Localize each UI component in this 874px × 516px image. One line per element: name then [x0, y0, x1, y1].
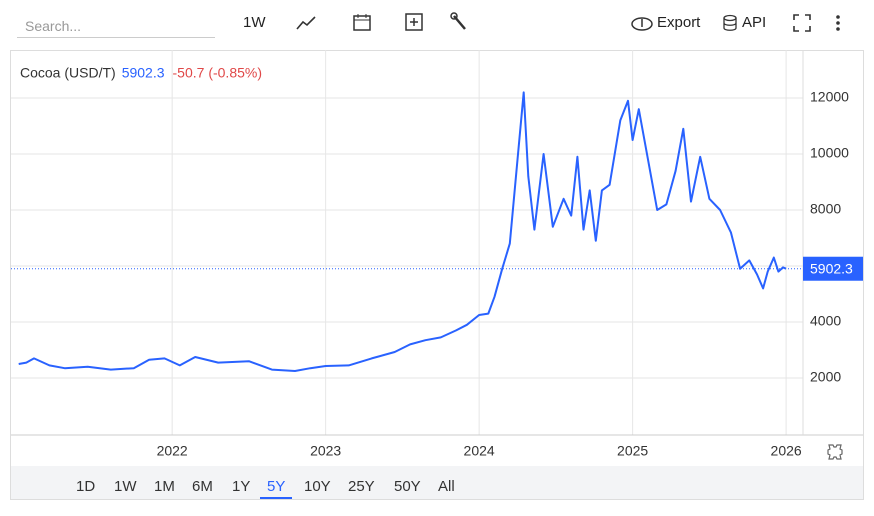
- y-tick-label: 12000: [810, 89, 849, 105]
- y-tick-label: 10000: [810, 145, 849, 161]
- range-button[interactable]: 1Y: [232, 478, 251, 495]
- api-icon[interactable]: [722, 14, 738, 32]
- x-tick-label: 2026: [771, 443, 802, 459]
- header-change: -50.7 (-0.85%): [173, 65, 262, 81]
- x-tick-label: 2024: [464, 443, 495, 459]
- x-tick-label: 2022: [157, 443, 188, 459]
- api-button[interactable]: API: [742, 14, 767, 31]
- settings-gear[interactable]: [827, 444, 843, 460]
- chart-title: Cocoa (USD/T): [20, 65, 116, 81]
- y-tick-label: 2000: [810, 369, 841, 385]
- export-button[interactable]: Export: [657, 14, 701, 31]
- search-box[interactable]: Search...: [17, 14, 215, 38]
- last-price-label: 5902.3: [810, 260, 853, 276]
- range-button[interactable]: 6M: [192, 478, 213, 495]
- range-button[interactable]: 50Y: [394, 478, 421, 495]
- range-button[interactable]: 1D: [76, 478, 96, 495]
- range-button[interactable]: 1M: [154, 478, 175, 495]
- y-tick-label: 4000: [810, 313, 841, 329]
- range-button[interactable]: All: [438, 478, 455, 495]
- settings-wrench-icon[interactable]: [450, 12, 470, 34]
- more-icon[interactable]: [834, 13, 842, 33]
- interval-button[interactable]: 1W: [243, 14, 266, 31]
- calendar-icon[interactable]: [352, 12, 372, 32]
- chart-frame: [10, 50, 864, 500]
- x-tick-label: 2023: [310, 443, 341, 459]
- range-button[interactable]: 5Y: [260, 478, 293, 499]
- price-line: [18, 91, 787, 372]
- compare-icon[interactable]: [404, 12, 424, 32]
- x-tick-label: 2025: [617, 443, 648, 459]
- chart-type-icon[interactable]: [295, 14, 317, 32]
- fullscreen-icon[interactable]: [792, 13, 812, 33]
- range-bar: [11, 466, 863, 499]
- range-button[interactable]: 25Y: [348, 478, 375, 495]
- last-price-box: [803, 256, 863, 281]
- y-tick-label: 8000: [810, 201, 841, 217]
- header-price: 5902.3: [122, 65, 165, 81]
- range-button[interactable]: 1W: [114, 478, 137, 495]
- range-button[interactable]: 10Y: [304, 478, 331, 495]
- export-icon[interactable]: [630, 14, 654, 32]
